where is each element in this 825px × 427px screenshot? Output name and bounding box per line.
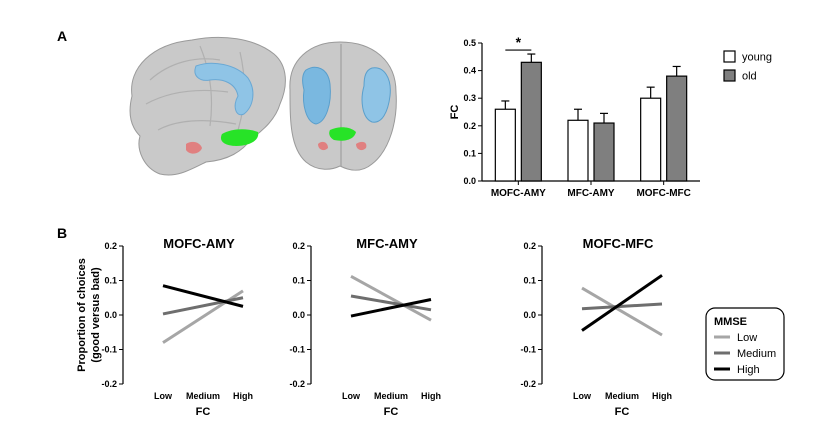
brain-sagittal-image	[129, 36, 286, 176]
legend-age: young old	[723, 50, 772, 83]
y-tick-label: 0.1	[104, 276, 117, 286]
y-tick-label: -0.2	[101, 379, 117, 389]
y-tick-label: 0.0	[292, 310, 305, 320]
x-tick-label: High	[652, 391, 672, 401]
y-axis-label-fc: FC	[449, 105, 461, 120]
panel-label-b: B	[57, 225, 67, 241]
series-line-low	[581, 286, 663, 337]
x-tick-label: High	[421, 391, 441, 401]
series-line-high	[162, 284, 244, 308]
y-tick-label: 0.5	[463, 38, 476, 48]
y-tick-label: -0.1	[289, 345, 305, 355]
legend-mmse: MMSE Low Medium High	[705, 307, 785, 381]
y-axis-label-proportion: Proportion of choices (good versus bad)	[76, 258, 102, 372]
y-tick-label: 0.2	[523, 241, 536, 251]
x-axis-label: FC	[384, 406, 399, 418]
bar-young	[567, 119, 589, 182]
y-tick-label: -0.2	[520, 379, 536, 389]
x-tick-label: High	[233, 391, 253, 401]
brain-coronal-image	[289, 41, 397, 171]
bar-young	[640, 97, 662, 182]
x-tick-label: Low	[573, 391, 592, 401]
legend-label-medium: Medium	[737, 348, 776, 360]
y-tick-label: 0.2	[292, 241, 305, 251]
y-tick-label: 0.0	[463, 176, 476, 186]
line-chart-mofc-mfc: 0.2 0.1 0.0 -0.1 -0.2 Low Medium High FC MOFC-MFC	[520, 236, 672, 418]
x-tick-label: MFC-AMY	[567, 188, 615, 199]
bar-old	[520, 61, 542, 182]
legend-label-young: young	[742, 52, 772, 64]
y-tick-label: 0.0	[104, 310, 117, 320]
panel-label-a: A	[57, 28, 67, 44]
legend-box	[705, 307, 785, 381]
x-tick-label: MOFC-AMY	[491, 188, 546, 199]
series-line-low	[350, 275, 432, 322]
bar-chart-fc: 0.0 0.1 0.2 0.3 0.4 0.5 FC MOFC-AMY MFC-AMY MOFC-…	[449, 34, 700, 199]
series-line-medium	[162, 296, 244, 316]
series-line-medium	[581, 302, 663, 311]
series-line-high	[581, 274, 663, 332]
chart-title: MFC-AMY	[356, 236, 418, 251]
y-tick-label: -0.2	[289, 379, 305, 389]
bar-young	[494, 108, 516, 182]
x-tick-label: Medium	[374, 391, 408, 401]
line-chart-mofc-amy: 0.2 0.1 0.0 -0.1 -0.2 Low Medium High FC MOFC-AMY	[101, 236, 253, 418]
x-axis-label: FC	[196, 406, 211, 418]
x-axis-label: FC	[615, 406, 630, 418]
y-tick-label: -0.1	[520, 345, 536, 355]
legend-title: MMSE	[714, 316, 747, 328]
y-tick-label: 0.3	[463, 93, 476, 103]
chart-title: MOFC-MFC	[583, 236, 654, 251]
y-tick-label: 0.4	[463, 66, 476, 76]
bar-old	[593, 122, 615, 182]
y-tick-label: 0.0	[523, 310, 536, 320]
legend-swatch-young	[723, 50, 736, 63]
chart-title: MOFC-AMY	[163, 236, 235, 251]
x-tick-label: Medium	[186, 391, 220, 401]
legend-label-low: Low	[737, 332, 757, 344]
x-tick-label: MOFC-MFC	[636, 188, 690, 199]
y-tick-label: -0.1	[101, 345, 117, 355]
legend-label-old: old	[742, 71, 757, 83]
legend-label-high: High	[737, 364, 760, 376]
series-line-medium	[350, 294, 432, 312]
y-tick-label: 0.1	[523, 276, 536, 286]
y-tick-label: 0.2	[463, 121, 476, 131]
x-tick-label: Medium	[605, 391, 639, 401]
bar-old	[666, 75, 688, 182]
y-tick-label: 0.1	[292, 276, 305, 286]
x-tick-label: Low	[154, 391, 173, 401]
line-chart-mfc-amy: 0.2 0.1 0.0 -0.1 -0.2 Low Medium High FC MFC-AMY	[289, 236, 441, 418]
series-line-low	[162, 289, 244, 344]
y-tick-label: 0.2	[104, 241, 117, 251]
x-tick-label: Low	[342, 391, 361, 401]
y-tick-label: 0.1	[463, 148, 476, 158]
significance-star: *	[516, 34, 522, 50]
legend-swatch-old	[723, 69, 736, 82]
series-line-high	[350, 298, 432, 318]
